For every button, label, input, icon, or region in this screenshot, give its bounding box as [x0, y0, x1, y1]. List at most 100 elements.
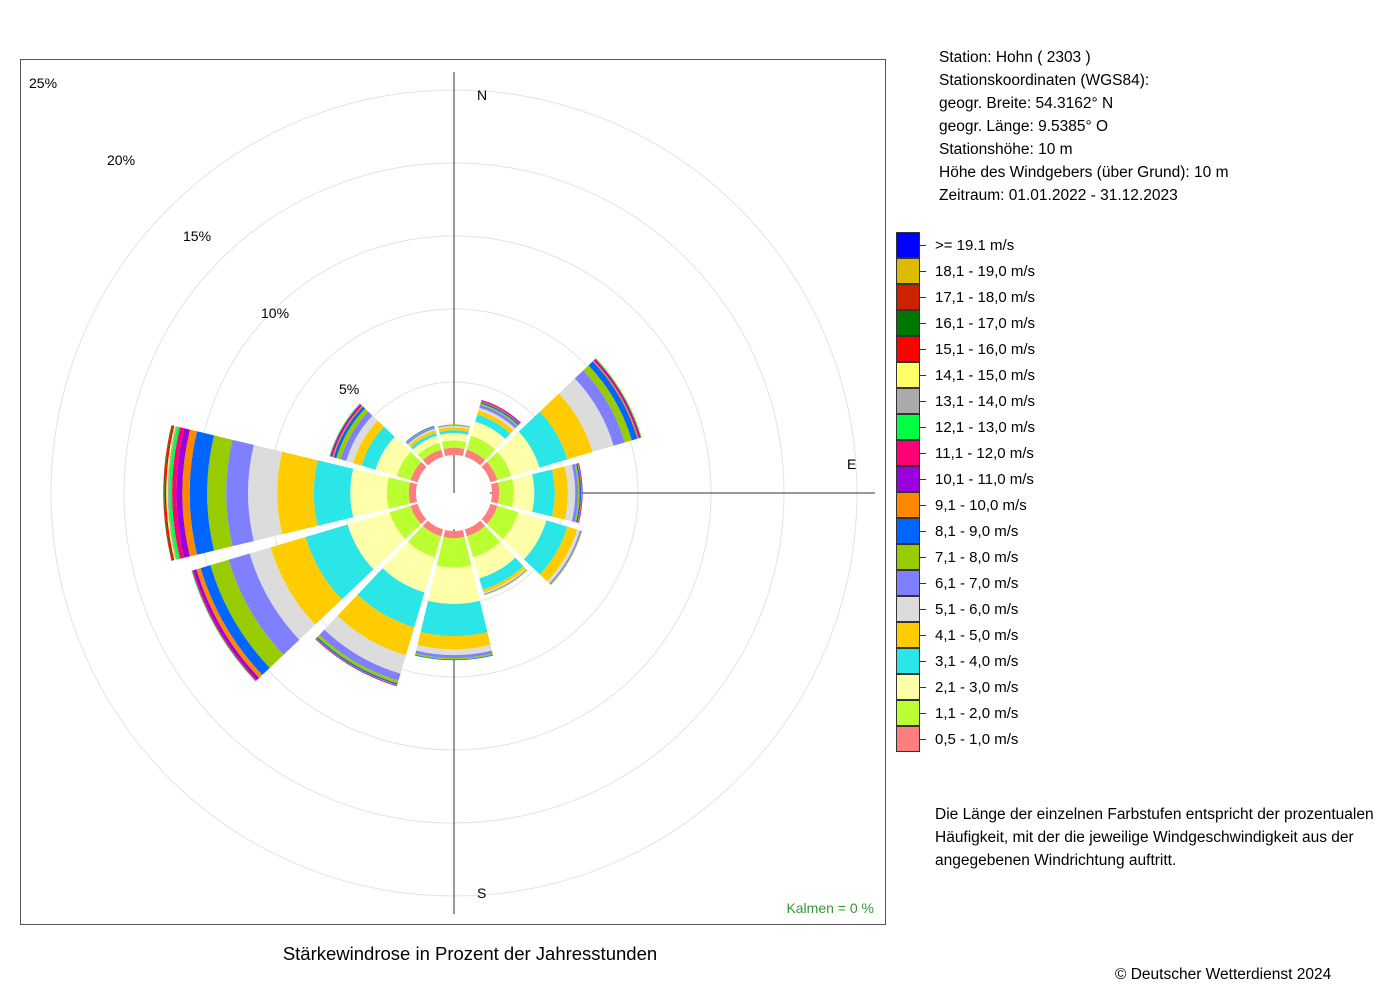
rose-segment	[189, 431, 215, 555]
rose-segment	[228, 553, 300, 655]
rose-segment	[406, 427, 435, 445]
legend-item: 18,1 - 19,0 m/s	[896, 258, 1096, 284]
legend-label: 3,1 - 4,0 m/s	[935, 653, 1019, 670]
legend-swatch	[896, 570, 920, 596]
legend-label: 2,1 - 3,0 m/s	[935, 679, 1019, 696]
legend-label: 9,1 - 10,0 m/s	[935, 497, 1027, 514]
legend-description: Die Länge der einzelnen Farbstufen entsp…	[935, 803, 1395, 872]
rose-segment	[477, 410, 514, 434]
rose-segment	[407, 525, 442, 558]
rose-segment	[441, 440, 467, 449]
rose-segment	[428, 565, 480, 604]
legend-swatch	[896, 284, 920, 310]
legend-tick	[920, 609, 926, 610]
wind-rose-plot: 5% 10% 15% 20% 25% N E S Kalmen = 0 %	[20, 59, 886, 925]
legend-swatch	[896, 258, 920, 284]
rose-segment	[466, 525, 501, 558]
rose-segment	[340, 411, 373, 462]
rose-segment	[478, 407, 516, 431]
rose-segment	[333, 406, 366, 459]
legend-tick	[920, 245, 926, 246]
legend-item: 7,1 - 8,0 m/s	[896, 544, 1096, 570]
description-line: angegebenen Windrichtung auftritt.	[935, 852, 1177, 869]
rose-segment	[475, 414, 511, 439]
rose-segment	[464, 449, 486, 466]
legend-label: 14,1 - 15,0 m/s	[935, 367, 1036, 384]
rose-segment	[210, 559, 284, 668]
rose-segment	[443, 529, 465, 539]
legend-item: 12,1 - 13,0 m/s	[896, 414, 1096, 440]
rose-segment	[479, 557, 524, 590]
rose-segment	[578, 462, 583, 524]
legend-tick	[920, 427, 926, 428]
rose-segment	[471, 421, 506, 450]
rose-segment	[207, 435, 233, 551]
legend-item: 9,1 - 10,0 m/s	[896, 492, 1096, 518]
legend-label: 10,1 - 11,0 m/s	[935, 471, 1034, 488]
legend-tick	[920, 635, 926, 636]
legend-item: 1,1 - 2,0 m/s	[896, 700, 1096, 726]
legend-label: 13,1 - 14,0 m/s	[935, 393, 1036, 410]
rose-segment	[277, 451, 318, 535]
rose-segment	[480, 401, 520, 426]
rose-segment	[438, 425, 470, 430]
rose-segment	[512, 474, 535, 512]
rose-segment	[422, 449, 444, 466]
rose-segment	[539, 393, 593, 460]
legend-label: 6,1 - 7,0 m/s	[935, 575, 1019, 592]
direction-label: S	[477, 885, 486, 901]
rose-segment	[226, 439, 254, 547]
rose-segment	[407, 428, 436, 446]
legend-swatch	[896, 362, 920, 388]
rose-segment	[361, 426, 395, 470]
legend-item: 15,1 - 16,0 m/s	[896, 336, 1096, 362]
rose-segment	[436, 537, 472, 568]
rose-segment	[497, 431, 540, 476]
rose-segment	[574, 463, 580, 523]
station-info: Station: Hohn ( 2303 ) Stationskoordinat…	[939, 46, 1228, 207]
legend-tick	[920, 479, 926, 480]
rose-segment	[518, 411, 568, 468]
rose-segment	[166, 425, 176, 561]
legend-tick	[920, 297, 926, 298]
legend-swatch	[896, 700, 920, 726]
time-period: Zeitraum: 01.01.2022 - 31.12.2023	[939, 187, 1178, 204]
legend-tick	[920, 453, 926, 454]
radial-tick-label: 25%	[29, 75, 57, 91]
rose-segment	[382, 541, 435, 593]
rose-segment	[164, 425, 173, 561]
rose-segment	[415, 653, 493, 660]
rose-segment	[375, 436, 411, 476]
legend-label: 4,1 - 5,0 m/s	[935, 627, 1019, 644]
rose-segment	[473, 541, 516, 579]
description-line: Die Länge der einzelnen Farbstufen entsp…	[935, 806, 1374, 823]
legend-item: 6,1 - 7,0 m/s	[896, 570, 1096, 596]
rose-segment	[415, 650, 493, 659]
rose-segment	[164, 425, 175, 561]
rose-segment	[483, 568, 527, 594]
rose-segment	[482, 566, 526, 593]
legend-label: 11,1 - 12,0 m/s	[935, 445, 1034, 462]
legend-swatch	[896, 388, 920, 414]
legend-tick	[920, 271, 926, 272]
rose-segment	[558, 378, 614, 452]
rose-segment	[408, 429, 437, 448]
calm-percentage: Kalmen = 0 %	[786, 900, 874, 916]
rose-segment	[576, 463, 582, 523]
rose-segment	[481, 503, 498, 525]
rose-segment	[176, 428, 190, 558]
rose-segment	[420, 600, 488, 637]
rose-segment	[417, 632, 491, 650]
legend-label: 0,5 - 1,0 m/s	[935, 731, 1019, 748]
legend-tick	[920, 557, 926, 558]
rose-segment	[490, 482, 500, 504]
legend-label: 16,1 - 17,0 m/s	[935, 315, 1036, 332]
legend-label: 15,1 - 16,0 m/s	[935, 341, 1036, 358]
legend-tick	[920, 583, 926, 584]
legend-item: 4,1 - 5,0 m/s	[896, 622, 1096, 648]
rose-segment	[577, 463, 582, 523]
rose-segment	[437, 424, 471, 427]
legend-swatch	[896, 232, 920, 258]
legend-item: 2,1 - 3,0 m/s	[896, 674, 1096, 700]
rose-segment	[249, 547, 316, 640]
